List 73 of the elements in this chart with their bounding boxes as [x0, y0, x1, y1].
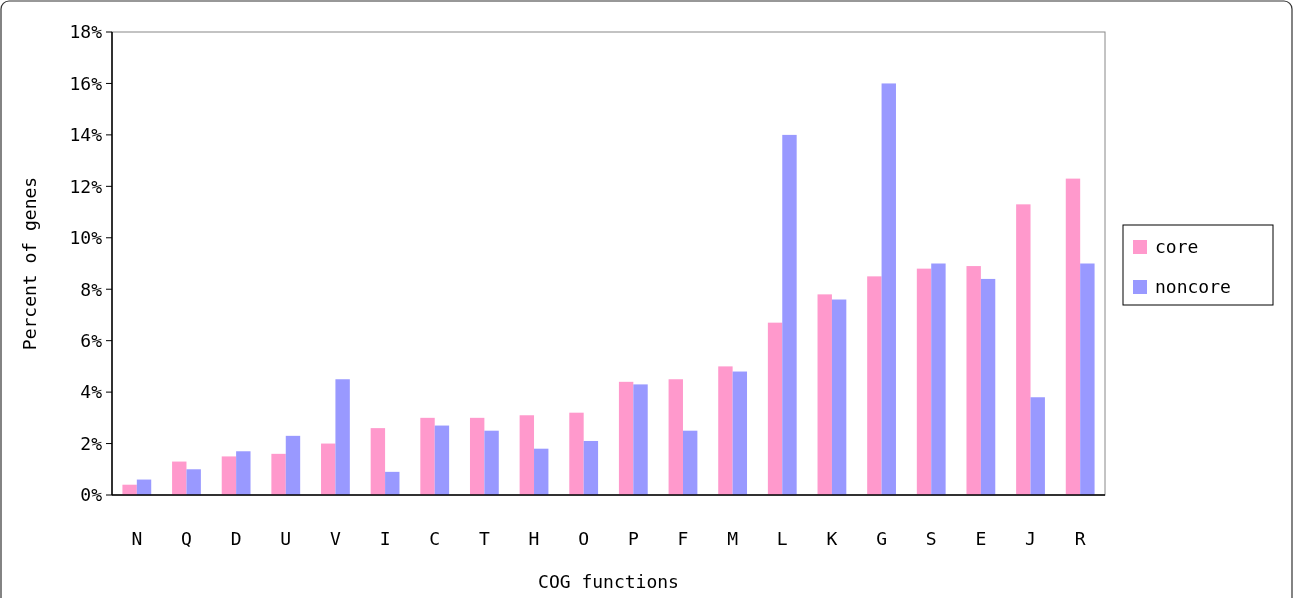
bar [569, 412, 584, 495]
bar [434, 425, 450, 495]
x-tick-label: H [528, 528, 540, 549]
x-tick-label: J [1025, 528, 1036, 549]
bar [817, 294, 832, 495]
bar [420, 417, 435, 495]
bar [534, 448, 549, 495]
legend-label: core [1155, 236, 1199, 258]
x-tick-label: E [975, 528, 987, 549]
y-axis-title: Percent of genes [19, 176, 40, 351]
bar [618, 381, 634, 495]
bar [484, 430, 499, 495]
bar [966, 266, 981, 495]
y-tick-label: 10% [69, 227, 103, 249]
bar [767, 322, 783, 495]
y-tick-label: 0% [80, 484, 103, 506]
x-axis-title: COG functions [538, 571, 679, 592]
x-tick-label: O [578, 528, 590, 549]
bar [782, 134, 797, 495]
x-tick-label: L [776, 528, 788, 549]
x-tick-label: K [826, 528, 838, 549]
bar [980, 278, 996, 495]
x-tick-label: S [925, 528, 937, 549]
bar [172, 461, 187, 495]
y-tick-label: 12% [69, 175, 103, 197]
bar [931, 263, 946, 495]
bar [385, 471, 400, 495]
legend-label: noncore [1155, 276, 1231, 298]
x-tick-label: D [230, 528, 242, 549]
bar [236, 451, 251, 495]
y-tick-label: 4% [80, 381, 103, 403]
x-tick-label: R [1074, 528, 1086, 549]
x-tick-label: P [627, 528, 639, 549]
bar [370, 428, 386, 495]
bar [668, 379, 683, 495]
x-tick-label: N [131, 528, 143, 549]
x-tick-label: G [876, 528, 887, 549]
y-tick-label: 8% [80, 278, 103, 300]
x-tick-label: U [280, 528, 292, 549]
bar [881, 83, 896, 495]
bar [831, 299, 847, 495]
bar [633, 384, 648, 495]
x-tick-label: V [330, 528, 341, 549]
bar [469, 417, 485, 495]
bar [682, 430, 698, 495]
bar [867, 276, 882, 495]
bar [1016, 204, 1031, 495]
x-tick-label: Q [181, 528, 192, 549]
bar [1065, 178, 1081, 495]
x-tick-label: F [677, 528, 689, 549]
bar [1030, 397, 1045, 495]
bar [186, 469, 201, 495]
bar [718, 366, 733, 495]
x-tick-label: C [429, 528, 441, 549]
x-tick-label: T [478, 528, 490, 549]
bar [271, 453, 286, 495]
x-tick-label: I [379, 528, 391, 549]
y-tick-label: 14% [69, 124, 103, 146]
bar [916, 268, 932, 495]
y-tick-label: 16% [69, 72, 103, 94]
bar [285, 435, 301, 495]
y-tick-label: 18% [69, 21, 103, 43]
bar [1080, 263, 1095, 495]
bar [732, 371, 748, 495]
bar [335, 379, 350, 495]
bar [122, 484, 137, 495]
y-tick-label: 2% [80, 432, 103, 454]
bar [583, 440, 599, 495]
y-tick-label: 6% [80, 329, 103, 351]
x-tick-label: M [727, 528, 739, 549]
bar [321, 443, 336, 495]
bar [221, 456, 237, 495]
bar [519, 415, 535, 495]
